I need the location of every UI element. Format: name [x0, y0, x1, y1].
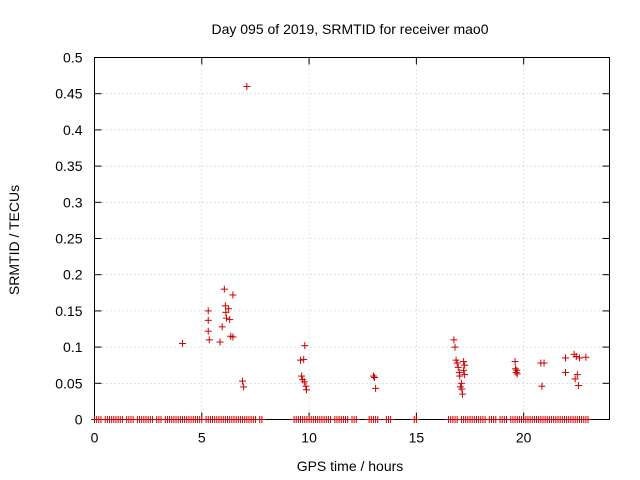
plot-frame	[94, 57, 610, 420]
data-point	[298, 372, 306, 380]
data-point	[458, 385, 466, 393]
data-point	[204, 316, 212, 324]
data-point	[512, 365, 520, 373]
data-point	[229, 333, 237, 341]
data-point	[450, 336, 458, 344]
y-tick-label: 0.4	[63, 122, 83, 138]
data-point	[454, 363, 462, 371]
data-point	[372, 384, 380, 392]
data-point	[461, 371, 469, 379]
data-point	[216, 338, 224, 346]
data-point	[297, 356, 304, 364]
data-point	[229, 291, 237, 299]
data-point	[225, 305, 233, 313]
data-point	[204, 307, 212, 315]
data-point	[562, 368, 570, 376]
x-tick-label: 20	[516, 430, 532, 446]
x-tick-label: 5	[198, 430, 206, 446]
y-axis-label: SRMTID / TECUs	[6, 185, 22, 295]
data-point	[452, 356, 460, 364]
data-point-zero	[412, 416, 420, 423]
data-point	[456, 372, 464, 380]
data-point	[369, 372, 377, 380]
data-point	[511, 358, 519, 366]
data-point	[300, 355, 308, 363]
data-point	[538, 382, 546, 390]
data-point	[451, 343, 459, 351]
y-tick-label: 0.05	[55, 375, 82, 391]
y-tick-label: 0.3	[63, 194, 83, 210]
data-point	[572, 353, 580, 361]
y-tick-label: 0.45	[55, 86, 82, 102]
data-point	[303, 386, 311, 394]
y-tick-label: 0.15	[55, 303, 82, 319]
data-point	[575, 354, 583, 362]
data-point	[240, 383, 248, 391]
y-axis: 0 0.05 0.1 0.15 0.2 0.25 0.3 0.35 0.4 0.45 0.5	[55, 50, 610, 428]
data-point	[222, 314, 230, 322]
data-point	[243, 82, 251, 90]
x-axis: 0 5 10 15 20	[91, 57, 532, 446]
data-point	[218, 323, 226, 331]
data-point	[222, 308, 230, 316]
data-point	[573, 371, 581, 379]
data-point	[562, 354, 570, 362]
data-point	[459, 390, 467, 398]
y-tick-label: 0.25	[55, 231, 82, 247]
data-points	[91, 82, 592, 423]
data-point	[204, 327, 212, 335]
data-point	[574, 381, 582, 389]
data-point	[301, 342, 309, 350]
data-point	[302, 382, 310, 390]
y-tick-label: 0.5	[63, 50, 83, 66]
data-point	[239, 377, 247, 385]
data-point-zero	[387, 416, 395, 423]
data-point	[571, 375, 579, 383]
data-point	[453, 359, 461, 367]
data-point	[226, 316, 234, 324]
data-point	[582, 353, 590, 361]
data-point	[300, 378, 308, 386]
x-tick-label: 0	[91, 430, 99, 446]
chart-title: Day 095 of 2019, SRMTID for receiver mao…	[211, 21, 488, 37]
data-point-zero	[584, 416, 592, 423]
y-tick-label: 0.2	[63, 267, 83, 283]
x-axis-label: GPS time / hours	[297, 458, 404, 474]
y-tick-label: 0	[75, 412, 83, 428]
data-point	[178, 339, 186, 347]
grid-lines	[94, 57, 610, 420]
data-point	[371, 374, 379, 382]
x-tick-label: 15	[409, 430, 425, 446]
data-point-zero	[374, 416, 382, 423]
x-tick-label: 10	[301, 430, 317, 446]
data-point	[513, 370, 521, 378]
data-point	[461, 361, 469, 369]
data-point	[220, 285, 228, 293]
data-point	[205, 336, 213, 344]
data-point	[460, 366, 468, 374]
data-point	[221, 302, 229, 310]
data-point-zero	[258, 416, 266, 423]
data-point	[540, 359, 548, 367]
y-tick-label: 0.1	[63, 339, 83, 355]
y-tick-label: 0.35	[55, 158, 82, 174]
data-point	[460, 358, 468, 366]
data-point-zero	[352, 416, 360, 423]
